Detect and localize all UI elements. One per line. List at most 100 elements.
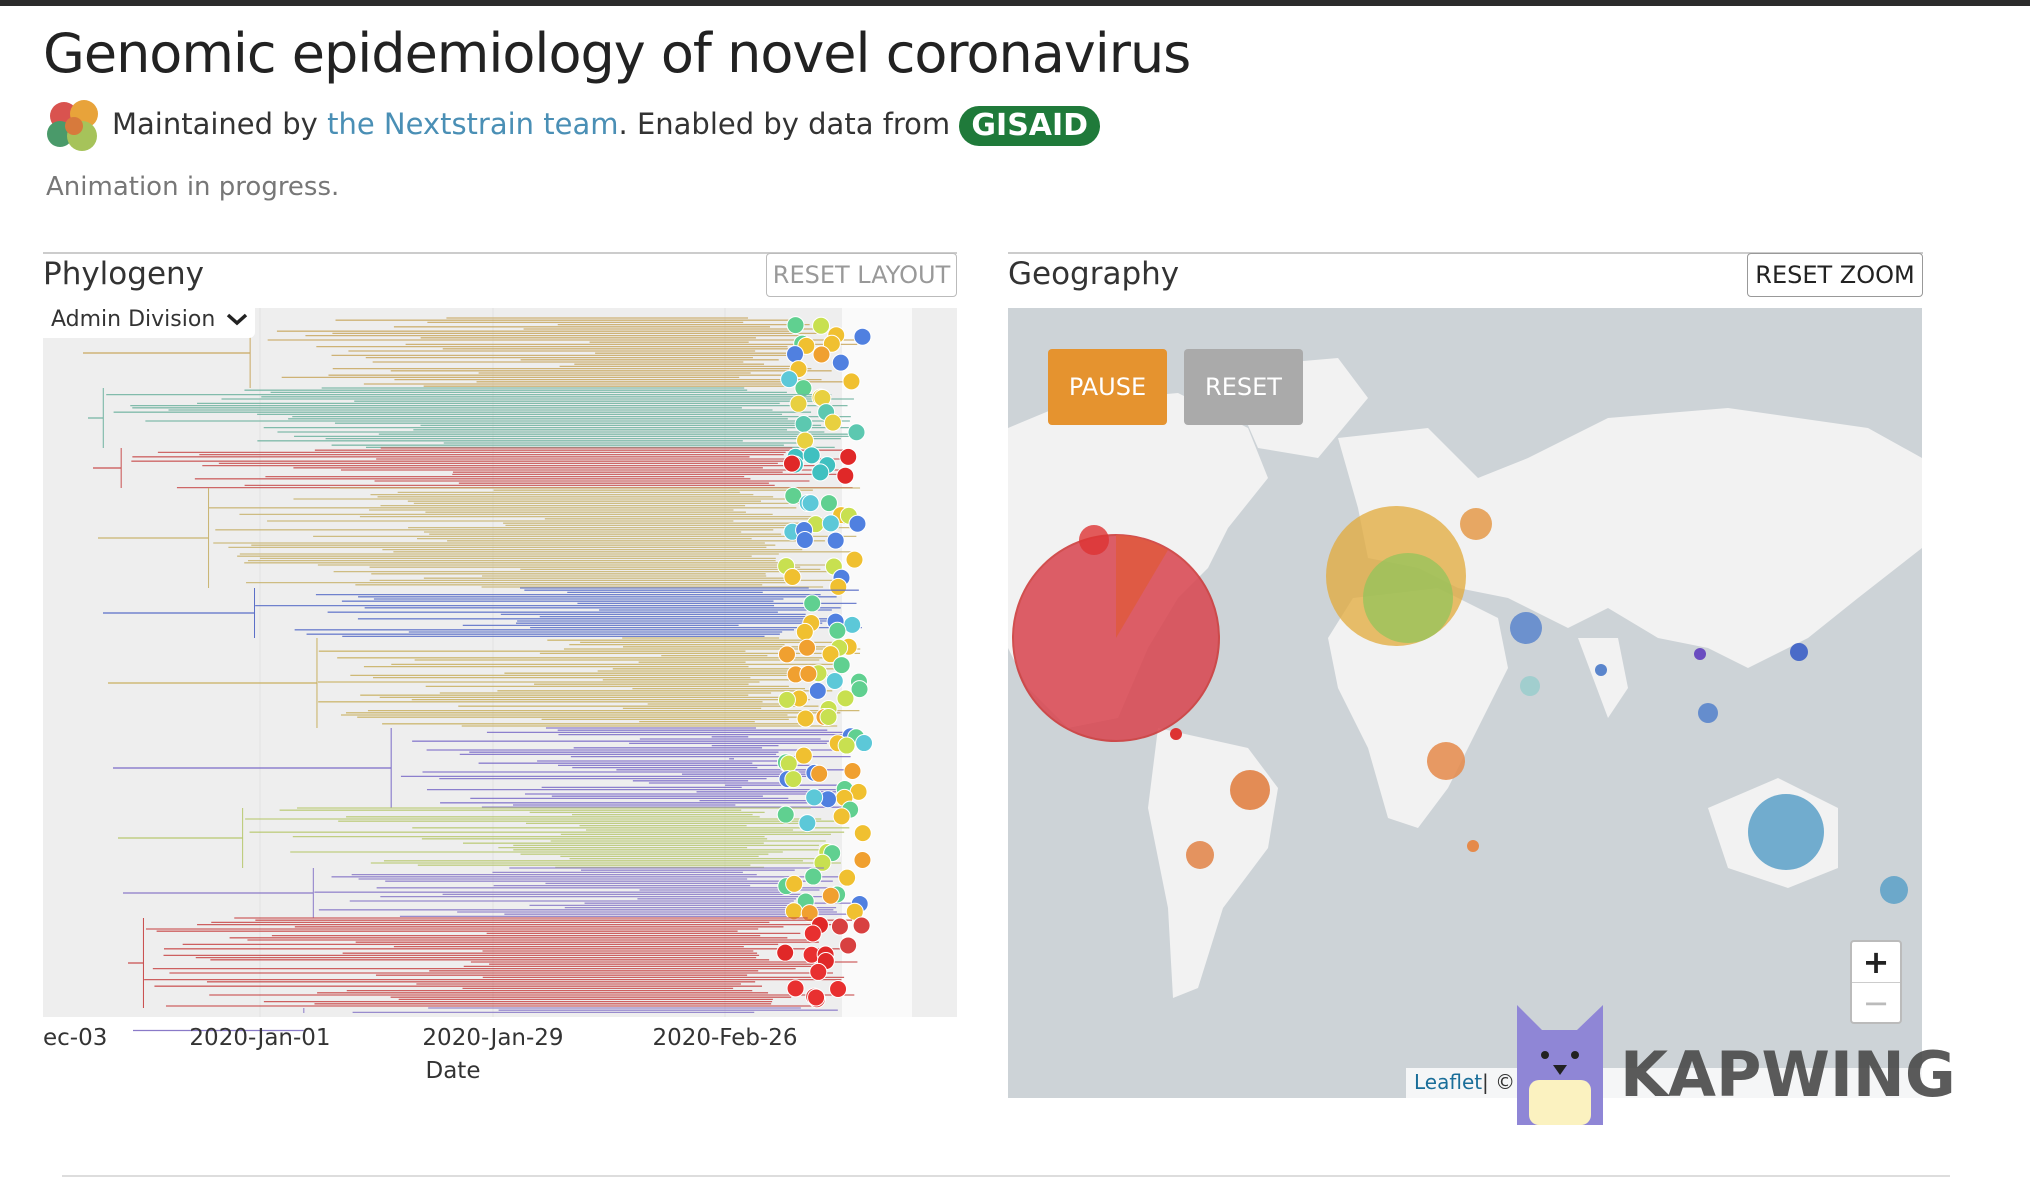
status-text: Animation in progress. — [46, 172, 340, 202]
tip — [796, 709, 815, 728]
tip — [843, 762, 862, 781]
tip — [784, 770, 803, 789]
dropdown-label: Admin Division — [51, 306, 216, 332]
x-tick-label: 2020-Jan-29 — [422, 1025, 563, 1051]
tip — [826, 531, 845, 550]
tip — [838, 868, 857, 887]
top-bar — [0, 0, 2030, 6]
tip — [795, 622, 814, 641]
tip — [808, 681, 827, 700]
tip — [853, 824, 872, 843]
tip — [795, 530, 814, 549]
tip — [829, 980, 848, 999]
tip — [819, 494, 838, 513]
panel-title: Phylogeny — [43, 256, 205, 292]
footer-rule — [62, 1175, 1950, 1177]
tip — [782, 454, 801, 473]
case-pies — [1012, 506, 1908, 904]
tip — [837, 736, 856, 755]
tip — [812, 345, 831, 364]
tip — [780, 370, 799, 389]
tip — [789, 394, 808, 413]
tip — [836, 466, 855, 485]
x-tick-label: 2020-Feb-26 — [652, 1025, 797, 1051]
gisaid-badge[interactable]: GISAID — [959, 106, 1101, 146]
x-tick-label: 2020-Jan-01 — [189, 1025, 330, 1051]
tip — [794, 746, 813, 765]
tip — [799, 664, 818, 683]
tip — [811, 463, 830, 482]
tip — [855, 734, 874, 753]
x-tick-label: ec-03 — [43, 1025, 107, 1051]
tip — [823, 413, 842, 432]
tip — [836, 689, 855, 708]
byline-text: Maintained by — [112, 107, 318, 141]
tip — [805, 788, 824, 807]
tip — [801, 494, 820, 513]
tip — [776, 805, 795, 824]
chevron — [227, 313, 248, 326]
tip — [825, 672, 844, 691]
tip — [779, 754, 798, 773]
tip — [786, 979, 805, 998]
reset-zoom-button[interactable]: RESET ZOOM — [1747, 253, 1923, 297]
tip — [784, 486, 803, 505]
tip — [803, 924, 822, 943]
map: Leaflet | © — [1008, 308, 1922, 1098]
byline-text: . Enabled by data from — [618, 107, 951, 141]
panel-rule — [1008, 252, 1923, 254]
tip — [832, 807, 851, 826]
color-by-dropdown[interactable]: Admin Division — [43, 300, 255, 338]
phylogeny-tree: ec-03 2020-Jan-01 2020-Jan-29 2020-Feb-2… — [43, 308, 957, 1084]
tip — [777, 690, 796, 709]
tip — [828, 621, 847, 640]
tip — [819, 707, 838, 726]
tip — [853, 327, 872, 346]
tip — [830, 917, 849, 936]
reset-animation-button[interactable]: RESET — [1184, 349, 1303, 425]
tip — [847, 423, 866, 442]
tip — [803, 594, 822, 613]
watermark-mascot — [1517, 1005, 1603, 1125]
pause-button[interactable]: PAUSE — [1048, 349, 1167, 425]
tip — [821, 514, 840, 533]
nextstrain-logo — [47, 100, 98, 151]
page-title: Genomic epidemiology of novel coronaviru… — [43, 22, 1191, 85]
tip — [829, 577, 848, 596]
tip — [800, 904, 819, 923]
tip — [798, 638, 817, 657]
tip — [852, 916, 871, 935]
attribution-link[interactable]: Leaflet — [1414, 1070, 1482, 1094]
tip — [796, 431, 815, 450]
panel-rule — [43, 252, 957, 254]
zoom-out-button[interactable]: − — [1862, 984, 1890, 1022]
zoom-in-button[interactable]: + — [1852, 942, 1900, 983]
tip — [839, 447, 858, 466]
tip — [850, 680, 869, 699]
tip — [812, 316, 831, 335]
tip — [785, 874, 804, 893]
tip — [804, 867, 823, 886]
tip — [845, 550, 864, 569]
attribution-text: | © — [1482, 1070, 1515, 1094]
x-axis-label: Date — [426, 1058, 481, 1084]
tip — [810, 764, 829, 783]
tip — [853, 850, 872, 869]
tip — [848, 514, 867, 533]
tip — [813, 853, 832, 872]
watermark-text: KAPWING — [1620, 1038, 1956, 1111]
tip — [783, 567, 802, 586]
tip — [776, 943, 795, 962]
byline: Maintained by the Nextstrain team. Enabl… — [112, 106, 1101, 146]
tip — [842, 372, 861, 391]
tip — [821, 645, 840, 664]
tip — [802, 446, 821, 465]
tip — [831, 353, 850, 372]
attribution-bar — [1406, 1068, 1922, 1098]
reset-layout-button[interactable]: RESET LAYOUT — [766, 253, 957, 297]
team-link[interactable]: the Nextstrain team — [327, 107, 619, 141]
panel-title: Geography — [1008, 256, 1180, 292]
tip — [786, 316, 805, 335]
tip — [839, 936, 858, 955]
